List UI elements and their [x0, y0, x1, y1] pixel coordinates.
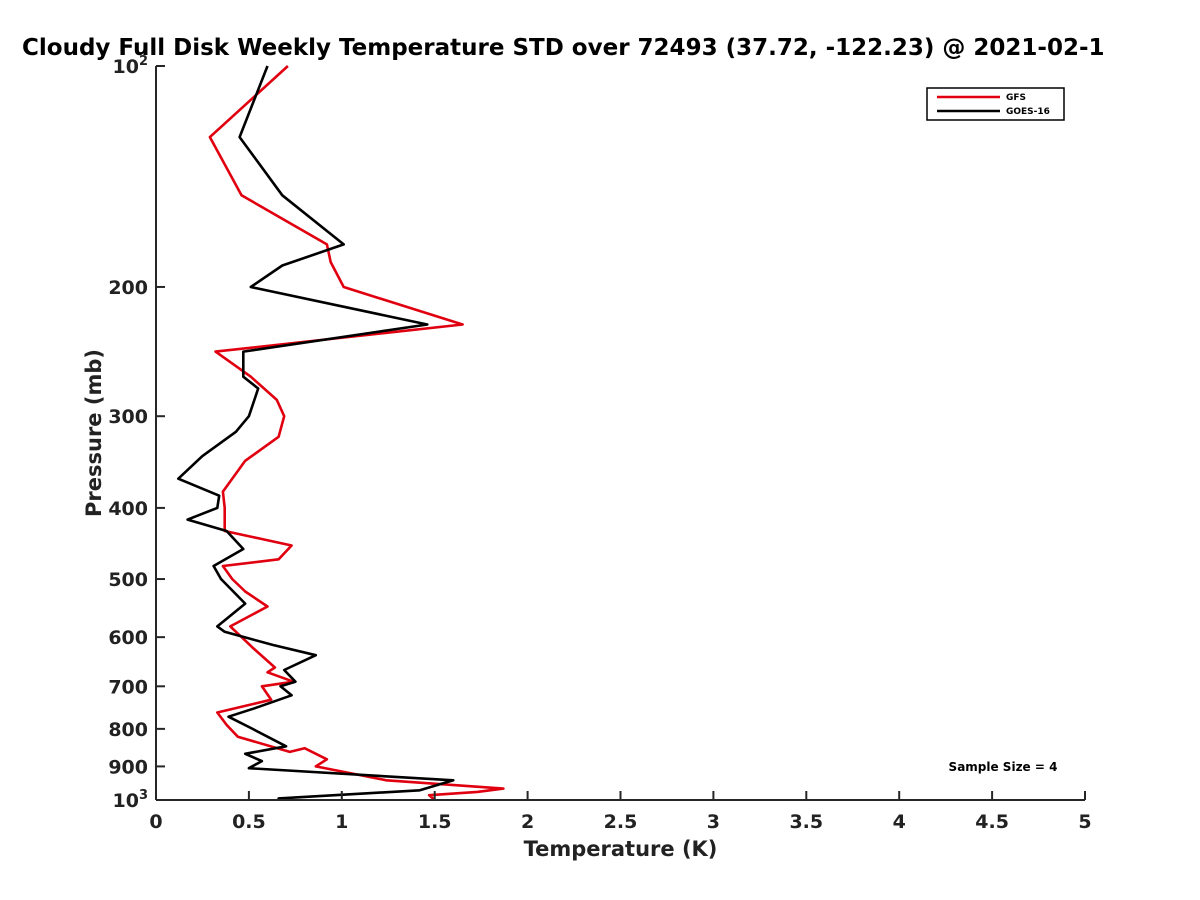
- x-axis-ticks: 0 0.5 1 1.5 2 2.5 3 3.5 4 4.5 5: [149, 791, 1092, 833]
- x-tick-label: 3: [707, 811, 720, 833]
- x-axis-label: Temperature (K): [524, 837, 718, 861]
- x-tick-label: 2: [521, 811, 534, 833]
- chart-title: Cloudy Full Disk Weekly Temperature STD …: [22, 35, 1105, 61]
- y-tick-label: 103: [113, 788, 149, 812]
- x-tick-label: 0.5: [232, 811, 266, 833]
- y-tick-label: 400: [108, 498, 148, 520]
- series-layer: [177, 65, 505, 801]
- x-tick-label: 3.5: [789, 811, 823, 833]
- x-tick-label: 4: [893, 811, 906, 833]
- x-tick-label: 5: [1078, 811, 1091, 833]
- x-tick-label: 1: [335, 811, 348, 833]
- series-line-goes16: [177, 65, 455, 801]
- legend-label-goes16: GOES-16: [1006, 107, 1050, 117]
- y-tick-label: 500: [108, 569, 148, 591]
- sample-size-annotation: Sample Size = 4: [949, 760, 1058, 774]
- series-line-gfs: [208, 65, 505, 801]
- y-axis-ticks: 102 200 300 400 500 600 700 800 900 103: [108, 54, 165, 812]
- y-axis-label: Pressure (mb): [82, 349, 106, 517]
- y-tick-label: 600: [108, 627, 148, 649]
- y-tick-label: 102: [113, 54, 149, 78]
- legend-label-gfs: GFS: [1006, 93, 1026, 103]
- y-tick-label: 300: [108, 406, 148, 428]
- y-tick-label: 900: [108, 756, 148, 778]
- legend-box: [926, 87, 1065, 121]
- x-tick-label: 2.5: [604, 811, 638, 833]
- y-tick-label: 800: [108, 719, 148, 741]
- y-tick-label: 700: [108, 676, 148, 698]
- y-tick-label: 200: [108, 277, 148, 299]
- x-tick-label: 0: [149, 811, 162, 833]
- plot-area: 0 0.5 1 1.5 2 2.5 3 3.5 4 4.5 5 102 200 300 400 500 600…: [108, 54, 1091, 833]
- legend: GFS GOES-16: [926, 87, 1065, 121]
- x-tick-label: 4.5: [975, 811, 1009, 833]
- x-tick-label: 1.5: [418, 811, 452, 833]
